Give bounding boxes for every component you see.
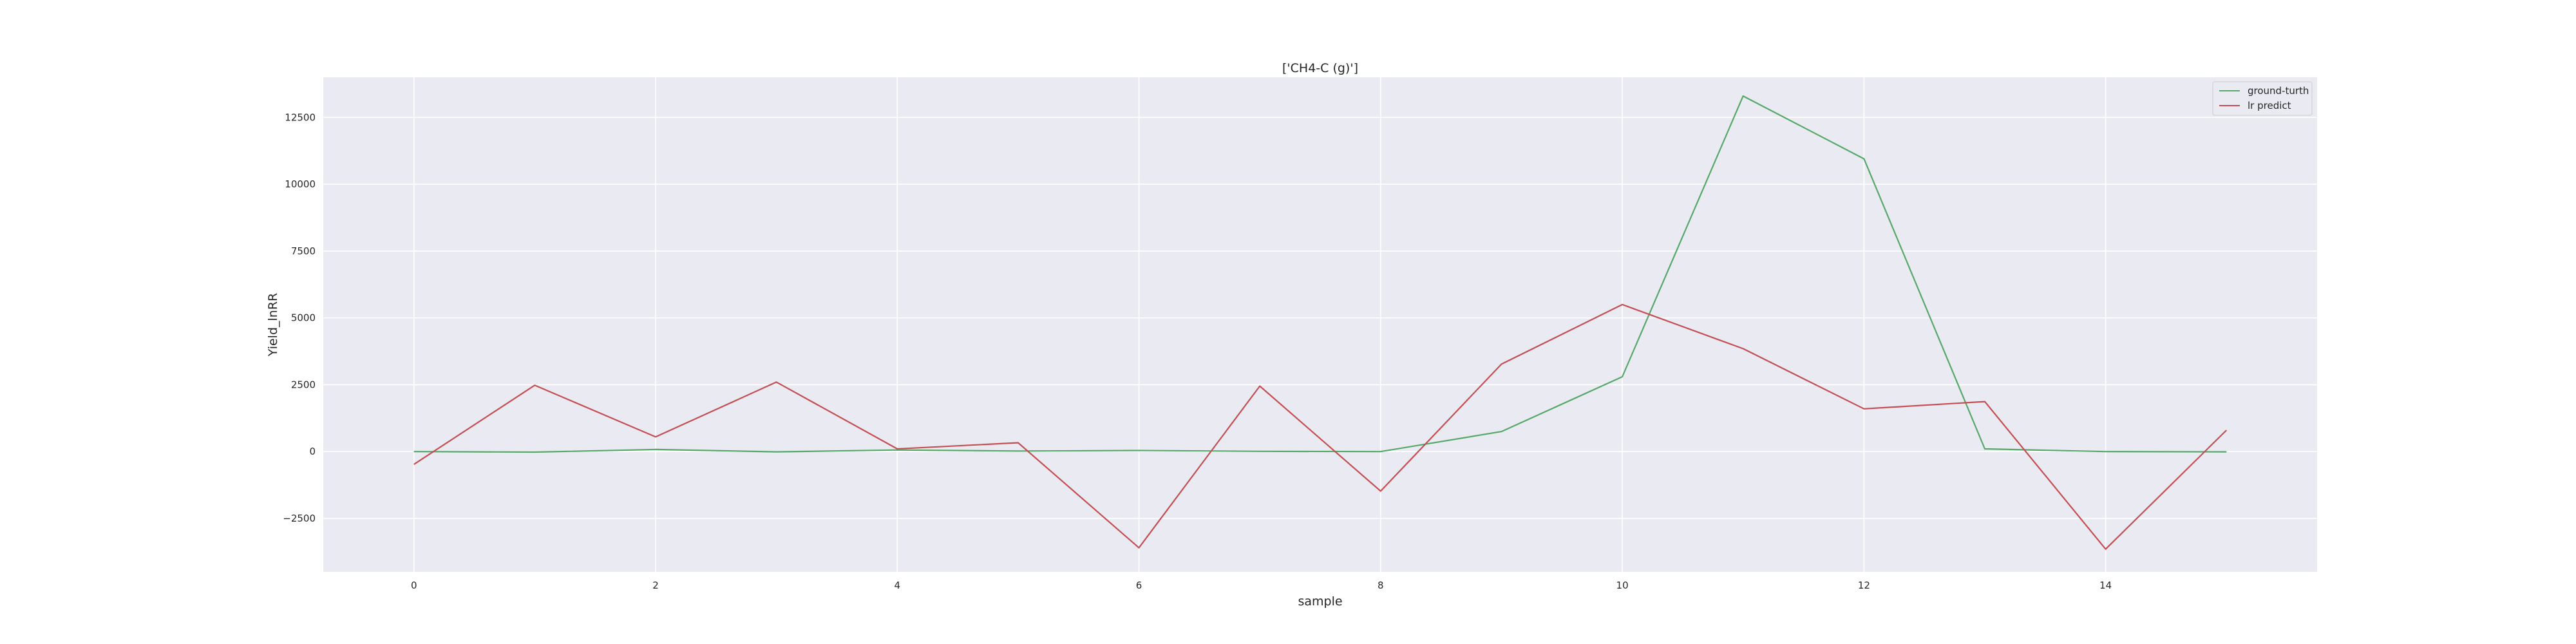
- x-tick-label: 6: [1136, 580, 1142, 591]
- chart-title: ['CH4-C (g)']: [1282, 61, 1358, 75]
- plot-background: [323, 77, 2317, 572]
- grid: [323, 77, 2317, 572]
- series-layer: [413, 95, 2228, 550]
- y-tick-label: 0: [309, 446, 316, 457]
- x-tick-label: 14: [2099, 580, 2112, 591]
- x-tick-label: 2: [652, 580, 659, 591]
- y-tick-label: 12500: [285, 111, 316, 123]
- x-tick-label: 4: [894, 580, 900, 591]
- y-tick-label: 10000: [285, 178, 316, 190]
- x-axis-label: sample: [1298, 594, 1342, 609]
- legend-label-lr-predict: lr predict: [2248, 100, 2291, 111]
- legend: ground-turth lr predict: [2212, 81, 2313, 116]
- x-axis-ticks: 0 2 4 6 8 10 12 14: [411, 580, 2112, 591]
- y-axis-ticks: −2500 0 2500 5000 7500 10000 12500: [283, 111, 316, 524]
- series-line-lr-predict: [413, 303, 2228, 550]
- y-tick-label: 5000: [291, 312, 316, 324]
- series-line-ground-turth: [413, 95, 2227, 453]
- x-tick-label: 8: [1378, 580, 1384, 591]
- y-tick-label: 7500: [291, 245, 316, 257]
- legend-label-ground-turth: ground-turth: [2248, 85, 2309, 97]
- y-axis-label: Yield_lnRR: [266, 293, 280, 357]
- x-tick-label: 10: [1616, 580, 1629, 591]
- y-tick-label: −2500: [283, 513, 316, 524]
- x-tick-label: 12: [1858, 580, 1870, 591]
- y-tick-label: 2500: [291, 379, 316, 390]
- x-tick-label: 0: [411, 580, 417, 591]
